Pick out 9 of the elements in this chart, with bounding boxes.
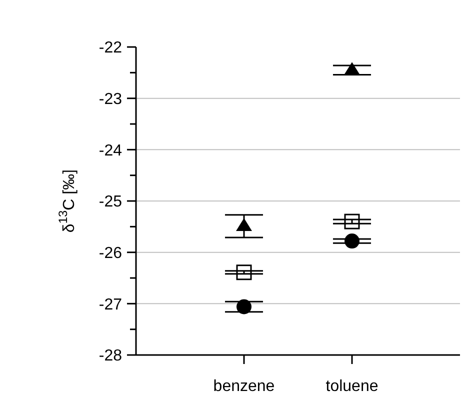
y-tick-label: -23 [98, 90, 122, 108]
y-tick-label: -26 [98, 244, 122, 262]
y-tick-label: -25 [98, 194, 122, 211]
x-tick-label: toluene [326, 378, 378, 395]
y-tick-label: -24 [98, 142, 122, 160]
y-tick-label: -27 [98, 296, 122, 314]
x-tick-label: benzene [213, 378, 275, 395]
y-tick-label: -22 [98, 40, 122, 57]
y-tick-label: -28 [98, 348, 122, 365]
